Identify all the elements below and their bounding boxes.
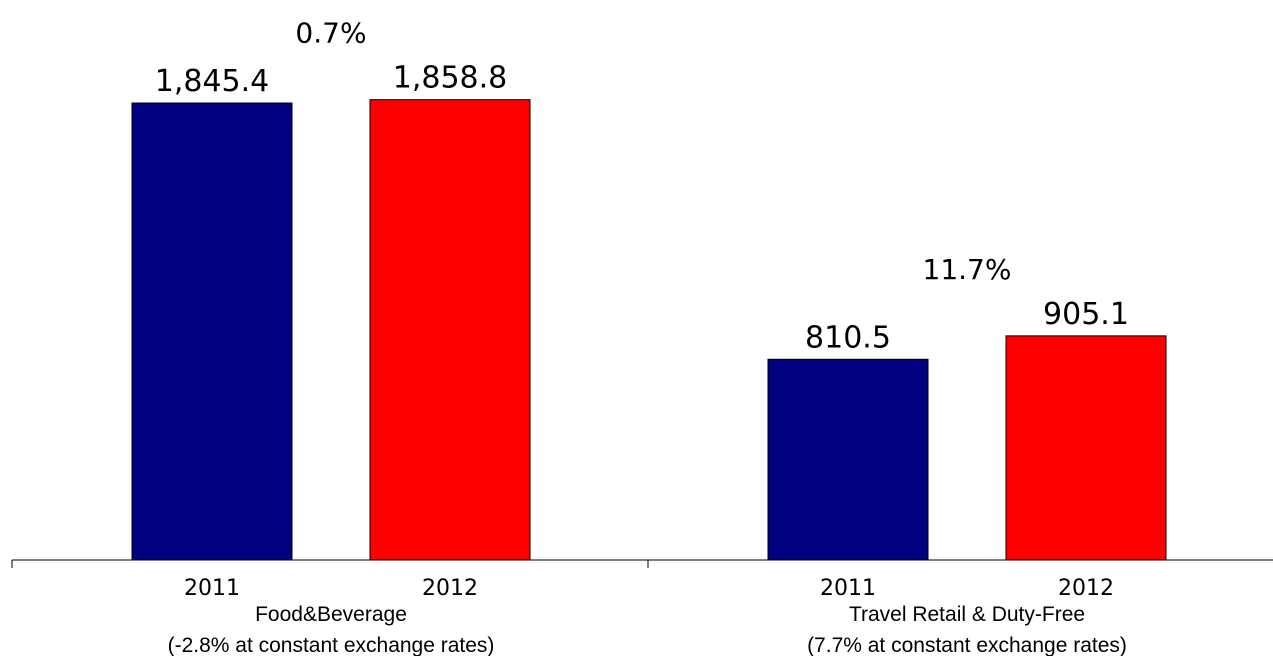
bar-travel-retail-duty-free-2011 — [767, 358, 929, 561]
growth-label: 11.7% — [923, 253, 1012, 286]
data-label: 810.5 — [805, 320, 891, 355]
bar-food-beverage-2012 — [369, 99, 531, 561]
x-tick-label: 2011 — [184, 576, 240, 601]
group-label: Travel Retail & Duty-Free — [849, 603, 1085, 626]
growth-label: 0.7% — [295, 17, 366, 50]
bar-food-beverage-2011 — [131, 102, 293, 561]
x-tick-label: 2011 — [820, 576, 876, 601]
group-label: Food&Beverage — [255, 603, 407, 626]
group-note: (7.7% at constant exchange rates) — [807, 634, 1127, 656]
group-note: (-2.8% at constant exchange rates) — [168, 634, 495, 656]
data-label: 1,845.4 — [155, 64, 270, 99]
data-label: 905.1 — [1043, 297, 1129, 332]
x-tick-label: 2012 — [1058, 576, 1114, 601]
data-label: 1,858.8 — [393, 61, 508, 96]
bar-travel-retail-duty-free-2012 — [1005, 335, 1167, 561]
x-tick-label: 2012 — [422, 576, 478, 601]
